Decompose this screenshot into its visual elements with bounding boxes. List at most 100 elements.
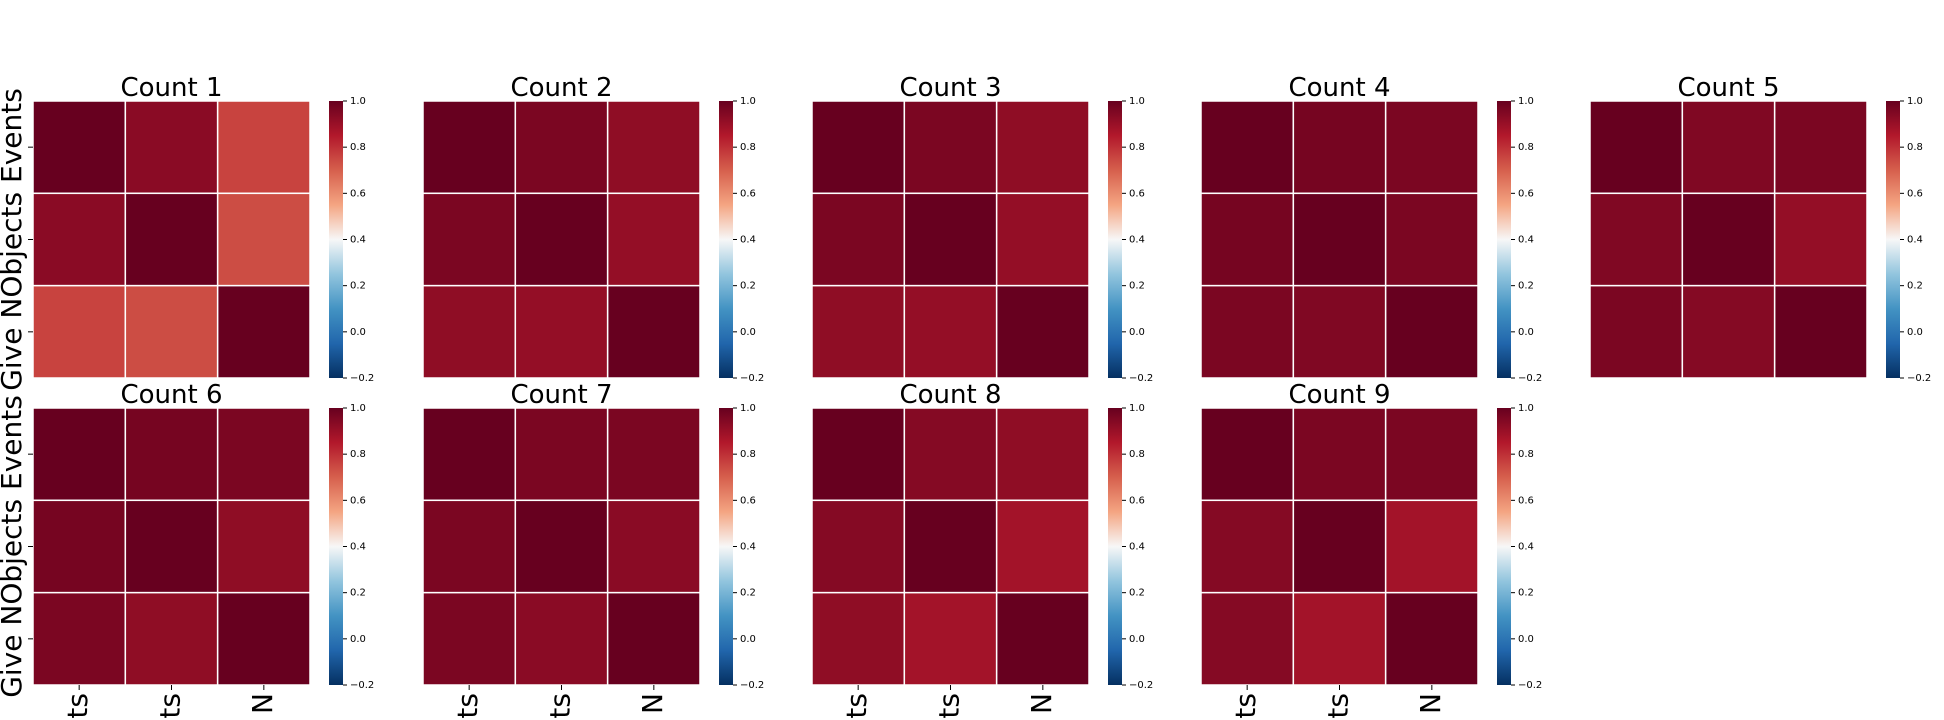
colorbar-tick-label: −0.2 <box>740 373 764 384</box>
colorbar-tick-label: 0.8 <box>740 449 756 460</box>
colorbar-tick-label: 0.6 <box>1129 188 1145 199</box>
heatmap-cell <box>422 591 517 686</box>
colorbar-tick-label: 0.8 <box>350 449 366 460</box>
heatmap-cell <box>1681 192 1776 287</box>
x-tick-label: ts <box>1229 693 1262 719</box>
heatmap-cell <box>514 591 609 686</box>
heatmap-cell <box>514 192 609 287</box>
x-tick-label: ts <box>933 693 966 719</box>
heatmap-cell <box>514 407 609 502</box>
heatmap-cell <box>216 192 311 287</box>
heatmap-cell <box>124 100 219 195</box>
colorbar-tick-label: 0.0 <box>1129 634 1145 645</box>
colorbar <box>1108 101 1122 378</box>
heatmap-cell <box>32 100 127 195</box>
x-tick-label: ts <box>61 693 94 719</box>
heatmap-panel: Count 9 ts ts N 1.0 0.8 0.6 0.4 0.2 0.0 −0.2 <box>1200 380 1542 719</box>
colorbar-tick-label: 0.2 <box>1907 281 1923 292</box>
heatmap-cell <box>1384 591 1479 686</box>
colorbar-tick-label: 0.4 <box>740 235 756 246</box>
colorbar-tick-label: −0.2 <box>1518 373 1542 384</box>
colorbar-tick-label: 0.4 <box>350 542 366 553</box>
colorbar-tick-label: 0.4 <box>1518 235 1534 246</box>
heatmap-cell <box>903 499 998 594</box>
colorbar-tick-label: −0.2 <box>1129 680 1153 691</box>
heatmap-cell <box>606 591 701 686</box>
colorbar-tick-label: 1.0 <box>1518 403 1534 414</box>
colorbar-tick-label: 0.8 <box>1129 449 1145 460</box>
heatmap-cell <box>1589 192 1684 287</box>
colorbar-tick-label: 0.6 <box>1129 495 1145 506</box>
heatmap-cell <box>1292 499 1387 594</box>
colorbar-tick-label: 1.0 <box>350 96 366 107</box>
x-tick-label: ts <box>1322 693 1355 719</box>
heatmap-cell <box>216 284 311 379</box>
colorbar-tick-label: 0.6 <box>1907 188 1923 199</box>
colorbar <box>329 408 343 685</box>
heatmap-cell <box>811 284 906 379</box>
colorbar <box>719 101 733 378</box>
heatmap-cell <box>903 407 998 502</box>
colorbar-tick-label: 1.0 <box>740 96 756 107</box>
heatmap-cell <box>32 591 127 686</box>
colorbar-tick-label: 1.0 <box>1129 96 1145 107</box>
x-tick-label: ts <box>154 693 187 719</box>
panel-title: Count 6 <box>120 380 222 410</box>
colorbar-tick-label: 0.0 <box>350 327 366 338</box>
colorbar-tick-label: 0.4 <box>1129 542 1145 553</box>
heatmap-cell <box>32 499 127 594</box>
colorbar <box>1108 408 1122 685</box>
colorbar-tick-label: 0.4 <box>350 235 366 246</box>
heatmap-cell <box>1589 284 1684 379</box>
heatmap-cell <box>422 100 517 195</box>
colorbar-tick-label: 0.0 <box>1518 634 1534 645</box>
colorbar-tick-label: −0.2 <box>1518 680 1542 691</box>
heatmap-cell <box>422 284 517 379</box>
colorbar-tick-label: 0.8 <box>740 142 756 153</box>
colorbar-tick-label: 1.0 <box>1907 96 1923 107</box>
colorbar-tick-label: 0.2 <box>1518 588 1534 599</box>
heatmap-cell <box>1773 284 1868 379</box>
heatmap-cell <box>811 192 906 287</box>
heatmap-cell <box>422 499 517 594</box>
heatmap-cell <box>422 407 517 502</box>
heatmap-cell <box>216 591 311 686</box>
colorbar-tick-label: 0.8 <box>1129 142 1145 153</box>
heatmap-cell <box>995 192 1090 287</box>
colorbar-tick-label: 0.2 <box>740 281 756 292</box>
panel-title: Count 1 <box>120 73 222 103</box>
colorbar-tick-label: 0.8 <box>1907 142 1923 153</box>
colorbar-tick-label: 1.0 <box>1518 96 1534 107</box>
panel-title: Count 7 <box>510 380 612 410</box>
panel-title: Count 5 <box>1677 73 1779 103</box>
heatmap-cell <box>1292 591 1387 686</box>
colorbar-tick-label: 0.8 <box>1518 142 1534 153</box>
panel-title: Count 8 <box>899 380 1001 410</box>
colorbar-tick-label: −0.2 <box>1907 373 1931 384</box>
colorbar-tick-label: 0.4 <box>740 542 756 553</box>
colorbar-tick-label: 0.6 <box>740 188 756 199</box>
colorbar-tick-label: 0.2 <box>350 281 366 292</box>
heatmap-panel: Count 8 ts ts N 1.0 0.8 0.6 0.4 0.2 0.0 −0.2 <box>811 380 1153 719</box>
heatmap-cell <box>32 407 127 502</box>
colorbar-tick-label: 0.2 <box>1129 281 1145 292</box>
heatmap-cell <box>1200 284 1295 379</box>
colorbar-tick-label: −0.2 <box>350 373 374 384</box>
heatmap-cell <box>811 499 906 594</box>
colorbar-tick-label: −0.2 <box>350 680 374 691</box>
y-axis-label: Give NObjects Events <box>0 88 28 391</box>
heatmap-cell <box>124 407 219 502</box>
heatmap-cell <box>32 192 127 287</box>
panel-title: Count 9 <box>1288 380 1390 410</box>
colorbar-tick-label: 0.0 <box>1129 327 1145 338</box>
heatmap-panel: Count 6 ts ts N 1.0 0.8 0.6 0.4 0.2 0.0 −0.2 <box>28 380 374 719</box>
heatmap-cell <box>216 100 311 195</box>
heatmap-cell <box>1292 284 1387 379</box>
heatmap-cell <box>903 591 998 686</box>
heatmap-panel: Count 4 1.0 0.8 0.6 0.4 0.2 0.0 −0.2 <box>1200 73 1542 384</box>
heatmap-cell <box>1200 407 1295 502</box>
heatmap-cell <box>1589 100 1684 195</box>
heatmap-cell <box>1200 192 1295 287</box>
x-tick-label: N <box>246 693 279 714</box>
